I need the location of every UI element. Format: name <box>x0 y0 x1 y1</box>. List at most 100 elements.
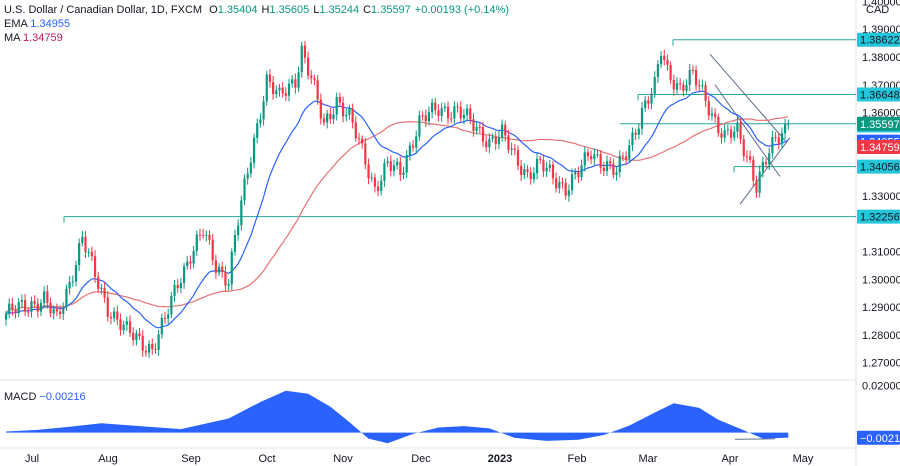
candle-body <box>672 80 675 90</box>
candle-body <box>326 113 329 123</box>
x-tick-label: Sep <box>181 453 201 465</box>
candle-body <box>237 225 240 236</box>
candle-body <box>313 78 316 81</box>
candle-body <box>453 106 456 119</box>
candle-body <box>265 74 268 102</box>
candle-body <box>30 301 33 312</box>
candle-body <box>650 93 653 104</box>
candle-body <box>421 115 424 117</box>
candle-body <box>405 155 408 173</box>
macd-legend: MACD −0.00216 <box>4 390 86 404</box>
candle-body <box>316 80 319 100</box>
ohlc-item: H1.35605 <box>261 4 309 16</box>
candle-body <box>561 182 564 184</box>
candle-body <box>370 177 373 179</box>
candle-body <box>376 186 380 191</box>
candle-body <box>198 234 202 236</box>
candle-body <box>704 85 707 102</box>
candle-body <box>520 165 523 176</box>
candle-body <box>771 136 774 154</box>
candle-body <box>440 108 443 117</box>
macd-value-badge: −0.00216 <box>857 430 900 445</box>
candle-body <box>39 302 43 312</box>
macd-label: MACD <box>4 391 37 403</box>
candle-body <box>345 114 348 117</box>
candle-body <box>62 307 65 314</box>
candle-body <box>33 301 36 304</box>
candle-body <box>202 234 205 236</box>
price-badge-text: 1.32256 <box>860 212 900 224</box>
candle-body <box>784 124 787 134</box>
candle-body <box>742 139 745 157</box>
candle-body <box>167 314 170 319</box>
candle-body <box>434 102 437 111</box>
candle-body <box>192 250 195 264</box>
candle-body <box>663 55 666 60</box>
candle-body <box>84 236 87 253</box>
candle-body <box>726 129 729 131</box>
candle-body <box>669 64 672 81</box>
price-badge-bg <box>857 87 900 102</box>
candle-body <box>182 266 186 284</box>
candle-body <box>268 74 272 83</box>
candle-body <box>170 295 173 315</box>
candle-body <box>625 156 628 159</box>
level-badge: 1.38622 <box>857 32 900 47</box>
candle-body <box>297 72 300 88</box>
candle-body <box>764 161 768 165</box>
ema-label: EMA <box>4 18 28 30</box>
candle-body <box>539 158 542 160</box>
y-tick-label: 1.36000 <box>862 108 900 120</box>
candle-body <box>160 317 163 335</box>
x-tick-label: Apr <box>721 453 738 465</box>
candle-body <box>653 76 656 94</box>
candle-body <box>494 136 497 145</box>
candle-body <box>125 321 128 325</box>
candle-body <box>87 251 90 253</box>
candle-body <box>478 126 481 128</box>
candle-body <box>694 70 698 86</box>
trend-line <box>739 137 791 205</box>
candle-body <box>141 336 144 351</box>
currency-label: CAD <box>866 4 890 16</box>
candle-body <box>348 108 351 115</box>
candle-body <box>749 156 752 160</box>
candle-body <box>322 118 326 123</box>
candle-body <box>415 136 418 148</box>
candle-body <box>214 260 217 273</box>
candle-body <box>36 303 39 312</box>
candle-body <box>383 163 386 181</box>
candle-body <box>729 129 733 138</box>
candle-body <box>602 167 605 172</box>
candle-body <box>545 167 548 172</box>
candle-body <box>249 162 252 174</box>
candle-body <box>332 114 335 120</box>
candle-body <box>291 79 294 84</box>
candle-body <box>4 314 8 320</box>
candle-body <box>157 334 160 350</box>
candle-body <box>109 316 113 319</box>
candle-body <box>437 110 440 117</box>
ma-badge: 1.34759 <box>857 140 900 155</box>
candle-body <box>252 137 256 163</box>
candle-body <box>590 156 593 160</box>
candle-body <box>720 133 723 138</box>
candle-body <box>424 115 427 122</box>
ohlc-key: H <box>261 4 270 16</box>
candle-body <box>319 99 322 119</box>
candle-body <box>628 145 631 159</box>
x-tick-label: Mar <box>639 453 658 465</box>
candle-body <box>516 149 520 166</box>
candle-body <box>246 173 249 179</box>
candle-body <box>459 106 462 119</box>
x-tick-label: Jul <box>25 453 39 465</box>
candle-body <box>558 182 561 189</box>
candle-body <box>698 85 701 87</box>
candle-body <box>176 285 179 289</box>
y-tick-label: 1.28000 <box>862 330 900 342</box>
candle-body <box>679 83 682 85</box>
candle-body <box>58 311 62 314</box>
candle-body <box>179 283 182 289</box>
candle-body <box>380 180 383 191</box>
